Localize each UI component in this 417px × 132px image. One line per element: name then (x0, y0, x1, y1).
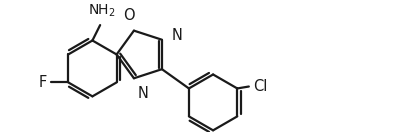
Text: N: N (171, 28, 182, 43)
Text: Cl: Cl (253, 79, 267, 94)
Text: O: O (123, 8, 135, 23)
Text: F: F (39, 75, 47, 90)
Text: NH$_2$: NH$_2$ (88, 3, 116, 19)
Text: N: N (138, 86, 148, 101)
